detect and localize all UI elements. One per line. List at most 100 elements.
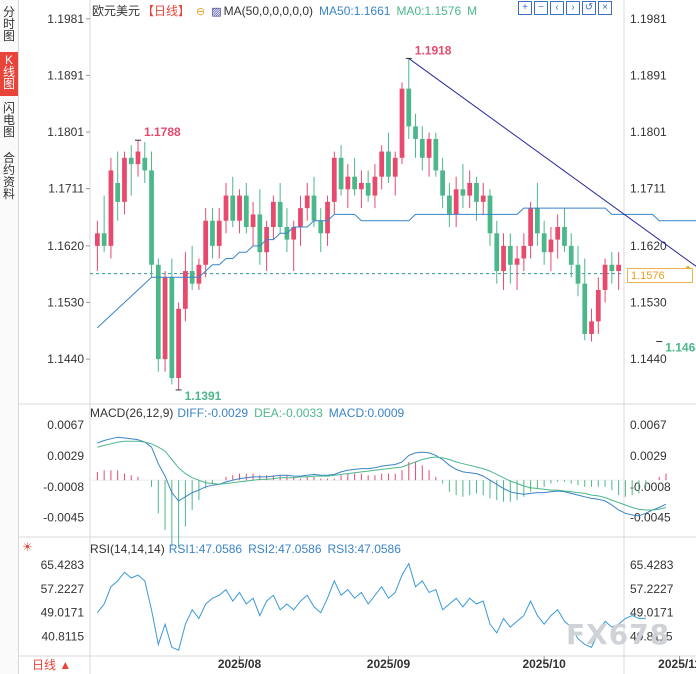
rsi1-value: RSI1:47.0586 <box>168 542 243 556</box>
rsi-ytick-right: 40.8115 <box>630 629 673 643</box>
candle-body <box>115 182 121 202</box>
candle-body <box>257 214 263 253</box>
chevron-right-square-icon[interactable]: › <box>566 1 580 15</box>
candle-body <box>338 157 344 190</box>
rsi-ytick-left: 49.0171 <box>41 606 85 620</box>
candle-body <box>271 201 276 228</box>
candle-body <box>419 138 425 158</box>
annotation-label: 1.1788 <box>144 125 181 139</box>
candle-body <box>460 189 466 196</box>
candle-body <box>95 233 100 246</box>
rsi-ytick-left: 40.8115 <box>42 629 85 643</box>
candle-body <box>135 151 141 165</box>
main-ytick-right: 1.1530 <box>630 296 667 310</box>
chevron-left-square-icon[interactable]: ‹ <box>550 1 564 15</box>
ma0-value: MA0:1.1576 <box>396 4 462 18</box>
macd-ytick-right: 0.0029 <box>630 449 667 463</box>
candle-body <box>372 176 378 196</box>
timeframe-selector[interactable]: 日线 ▲ <box>32 658 72 672</box>
main-ytick-right: 1.1440 <box>630 352 667 366</box>
tab-flash[interactable]: 闪电图 <box>2 101 15 139</box>
sun-settings-icon[interactable]: ☀ <box>22 540 33 554</box>
trend-line <box>408 58 696 267</box>
rsi-line <box>97 562 646 651</box>
ma-label: MA(50,0,0,0,0,0) <box>223 4 314 18</box>
candle-body <box>413 126 418 139</box>
candle-body <box>555 227 561 240</box>
tab-kline[interactable]: K线图 <box>0 52 18 96</box>
candle-body <box>210 220 215 246</box>
tab-timeshare[interactable]: 分时图 <box>2 5 15 43</box>
candle-body <box>345 176 351 190</box>
candle-body <box>447 195 452 215</box>
candle-body <box>494 233 500 272</box>
candle-body <box>298 208 303 228</box>
candle-body <box>352 176 357 190</box>
restore-square-icon[interactable]: ↺ <box>582 1 596 15</box>
main-ytick-right: 1.1801 <box>630 125 667 139</box>
macd-ytick-right: -0.0045 <box>630 510 671 524</box>
macd-ytick-right: 0.0067 <box>630 418 667 432</box>
candle-body <box>406 88 412 127</box>
tab-contract-info[interactable]: 合约资料 <box>2 151 15 201</box>
candle-body <box>474 182 479 202</box>
main-ytick-right: 1.1620 <box>630 239 667 253</box>
candle-body <box>142 157 148 171</box>
sidebar: 分时图 K线图 闪电图 合约资料 <box>0 0 19 674</box>
xtick-label: 2025/08 <box>218 657 262 671</box>
header-legend: 欧元美元 【日线】 ⊖ ▨ MA(50,0,0,0,0,0) MA50:1.1661 MA0… <box>92 2 483 19</box>
candle-body <box>237 195 242 221</box>
annotation-label: 1.1918 <box>415 43 452 57</box>
candle-body <box>325 201 330 234</box>
settings-circle-icon[interactable]: ⊖ <box>196 6 206 18</box>
candle-body <box>243 195 249 228</box>
candle-body <box>311 195 317 221</box>
rsi2-value: RSI2:47.0586 <box>248 542 322 556</box>
macd-dea: DEA:-0.0033 <box>254 406 323 420</box>
candle-body <box>169 277 175 378</box>
candle-body <box>216 220 222 246</box>
candle-body <box>331 157 337 202</box>
plus-square-icon[interactable]: + <box>518 1 532 15</box>
macd-legend: MACD(26,12,9) DIFF:-0.0029 DEA:-0.0033 MACD… <box>90 406 410 420</box>
rsi-legend: RSI(14,14,14) RSI1:47.0586 RSI2:47.0586 RSI… <box>90 542 407 556</box>
minus-square-icon[interactable]: − <box>534 1 548 15</box>
candle-body <box>602 264 608 290</box>
candle-body <box>196 264 202 284</box>
candle-body <box>250 214 256 228</box>
candle-body <box>183 271 188 309</box>
candle-body <box>108 170 114 246</box>
macd-ytick-left: 0.0029 <box>47 449 84 463</box>
candle-body <box>223 195 229 221</box>
toolbar: + − ‹ › ↺ × <box>518 1 612 15</box>
candle-body <box>203 220 209 265</box>
period-label[interactable]: 【日线】 <box>142 4 191 18</box>
chart-type-icon[interactable]: ▨ <box>211 6 222 18</box>
symbol-name: 欧元美元 <box>92 4 141 18</box>
close-square-icon[interactable]: × <box>598 1 612 15</box>
main-ytick-right: 1.1711 <box>630 182 666 196</box>
main-ytick-right: 1.1891 <box>630 68 667 82</box>
candle-body <box>277 201 283 228</box>
main-ytick-left: 1.1620 <box>47 239 84 253</box>
candle-body <box>433 138 439 171</box>
candle-body <box>399 88 405 158</box>
candle-body <box>528 208 533 246</box>
macd-dif-line <box>97 436 667 517</box>
main-ytick-right: 1.1981 <box>630 12 667 26</box>
macd-dif: DIFF:-0.0029 <box>177 406 249 420</box>
candle-body <box>562 227 567 246</box>
candle-body <box>595 289 601 322</box>
macd-ytick-left: 0.0067 <box>47 418 84 432</box>
ma50-line <box>97 207 696 329</box>
macd-title: MACD(26,12,9) <box>90 406 174 420</box>
candle-body <box>609 264 615 272</box>
annotation-label: 1.1468 <box>665 341 696 355</box>
candle-body <box>480 195 486 202</box>
candle-body <box>176 308 181 378</box>
candle-body <box>507 245 513 265</box>
m-label: M <box>467 4 478 18</box>
main-ytick-left: 1.1440 <box>47 352 84 366</box>
xtick-label: 2025/10 <box>522 657 566 671</box>
